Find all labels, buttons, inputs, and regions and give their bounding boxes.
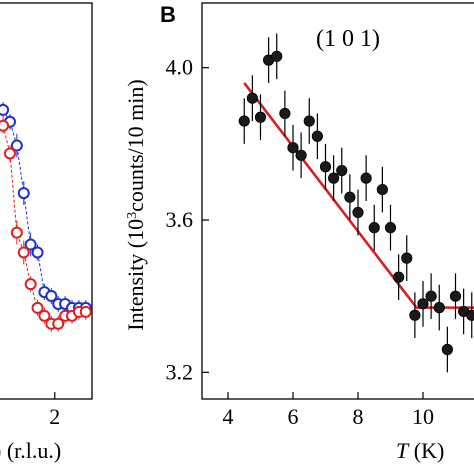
data-point-1-5 — [31, 301, 44, 314]
y-tick-label-1: 3.6 — [166, 207, 194, 232]
data-point-1-2 — [10, 226, 23, 239]
data-point-16 — [368, 222, 380, 234]
panel-b-fit-line — [243, 82, 474, 309]
data-point-1 — [246, 92, 258, 104]
x-tick-label-1: 6 — [288, 404, 299, 429]
data-point-18 — [384, 222, 397, 234]
panel-b-y-axis-label: Intensity (103counts/10 min) — [123, 79, 148, 330]
data-point-1-12 — [79, 305, 92, 318]
panel-a-ticks: 2 — [49, 392, 60, 429]
panel-a-frame — [0, 2, 93, 400]
panel-b-frame — [201, 2, 474, 400]
data-point-12 — [336, 164, 348, 177]
data-point-1-8 — [52, 317, 65, 330]
panel-b-y-label-tail: counts/10 min) — [123, 79, 148, 212]
data-point-14 — [352, 206, 364, 219]
panel-b-x-axis-label: T (K) — [396, 438, 444, 463]
data-point-11 — [328, 172, 340, 184]
data-point-1-0 — [0, 119, 10, 132]
panel-a-x-axis-label: ) (r.l.u.) — [0, 438, 61, 463]
x-tick-label-2: 8 — [353, 404, 364, 429]
data-point-7 — [295, 149, 307, 161]
data-point-1-4 — [24, 278, 37, 291]
data-point-0-5 — [31, 246, 44, 259]
data-point-1-1 — [3, 147, 16, 160]
data-point-1-3 — [17, 246, 30, 259]
fit-line — [243, 82, 474, 309]
panel-b-y-label-sup: 3 — [125, 212, 140, 219]
data-point-9 — [311, 130, 323, 142]
data-point-25 — [441, 343, 453, 356]
data-point-8 — [303, 115, 315, 127]
data-point-10 — [319, 161, 332, 173]
panel-a-data-points — [0, 103, 92, 330]
data-point-28 — [466, 309, 474, 321]
data-point-23 — [425, 290, 437, 302]
data-point-0-4 — [24, 238, 37, 251]
data-point-0-3 — [17, 187, 30, 200]
data-point-20 — [401, 252, 413, 264]
panel-b-x-label-symbol: T — [396, 438, 410, 463]
data-point-0 — [238, 115, 250, 127]
data-point-13 — [344, 191, 356, 203]
data-point-6 — [287, 142, 299, 154]
data-point-17 — [376, 183, 388, 196]
data-point-1-6 — [38, 309, 51, 322]
panel-a: 2 ) (r.l.u.) — [0, 2, 93, 463]
data-point-0-7 — [45, 290, 58, 303]
panel-b-x-label-unit: (K) — [408, 438, 444, 463]
data-point-26 — [449, 290, 462, 302]
x-tick-label-0: 2 — [49, 404, 60, 429]
panel-b-error-bars — [243, 33, 473, 373]
data-point-19 — [393, 271, 405, 283]
data-point-2 — [254, 111, 267, 123]
y-tick-label-2: 4.0 — [166, 55, 194, 80]
panel-b-y-label-lead: Intensity (10 — [123, 219, 148, 331]
data-point-21 — [409, 309, 421, 321]
series-line-0 — [2, 109, 86, 309]
data-point-4 — [271, 50, 283, 62]
data-point-0-0 — [0, 103, 10, 116]
x-tick-label-3: 10 — [412, 404, 434, 429]
panel-b-data-points — [238, 50, 474, 356]
data-point-0-2 — [10, 139, 23, 152]
y-tick-label-0: 3.2 — [166, 359, 194, 384]
panel-b-label: B — [160, 2, 176, 27]
data-point-15 — [360, 172, 372, 184]
data-point-5 — [279, 107, 291, 120]
panel-b: B (1 0 1) 4 6 8 10 3.2 3.6 4.0 Intensity (103c… — [123, 2, 474, 463]
data-point-22 — [417, 298, 429, 310]
panel-b-annotation: (1 0 1) — [316, 26, 380, 52]
panel-b-ticks: 4 6 8 10 3.2 3.6 4.0 — [166, 55, 435, 429]
data-point-24 — [433, 302, 445, 314]
x-tick-label-0: 4 — [223, 404, 234, 429]
